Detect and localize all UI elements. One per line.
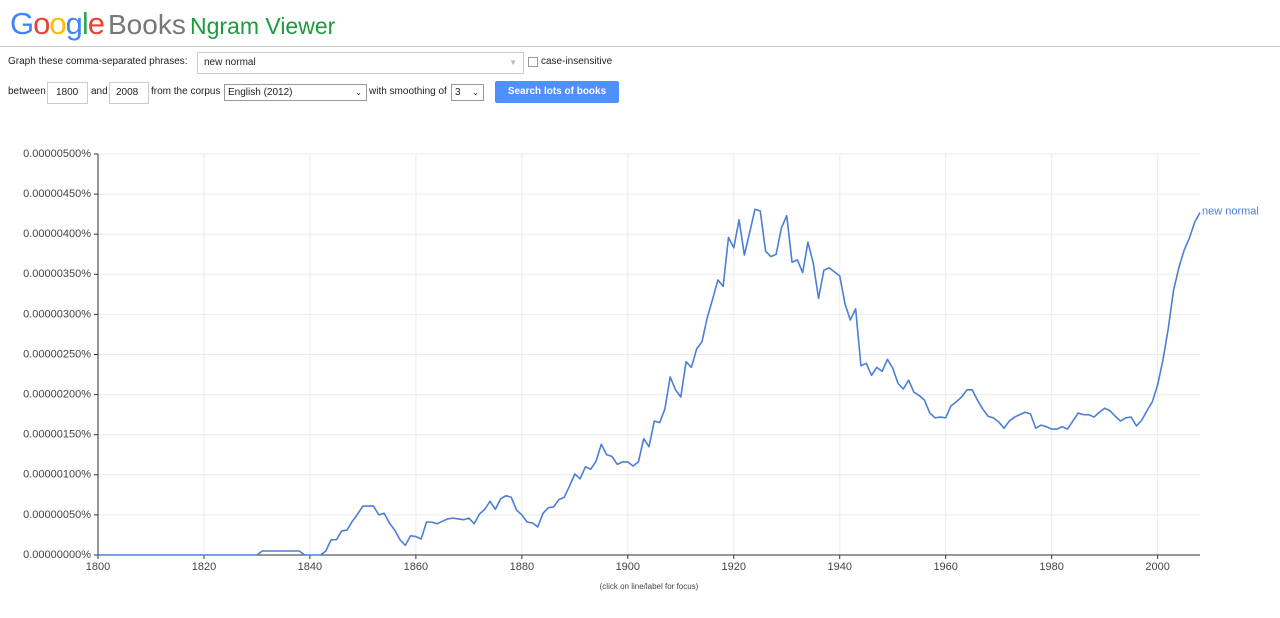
corpus-select[interactable]: English (2012) ⌄ — [224, 84, 367, 101]
google-logo[interactable]: Google — [10, 6, 105, 42]
smoothing-select[interactable]: 3 ⌄ — [451, 84, 484, 101]
y-tick-label: 0.00000000% — [23, 549, 91, 561]
phrases-value: new normal — [204, 57, 256, 68]
y-tick-label: 0.00000300% — [23, 308, 91, 320]
x-tick-label: 2000 — [1145, 561, 1169, 573]
case-label[interactable]: case-insensitive — [541, 56, 613, 67]
y-tick-label: 0.00000250% — [23, 348, 91, 360]
start-year-input[interactable]: 1800 — [47, 82, 88, 104]
logo-letter: o — [49, 6, 66, 41]
corpus-value: English (2012) — [228, 87, 293, 98]
product-name[interactable]: Ngram Viewer — [190, 13, 336, 39]
y-tick-label: 0.00000400% — [23, 228, 91, 240]
x-tick-label: 1820 — [192, 561, 216, 573]
logo-letter: o — [33, 6, 50, 41]
corpus-label: from the corpus — [151, 86, 221, 97]
x-tick-label: 1880 — [510, 561, 534, 573]
logo-letter: e — [87, 6, 105, 41]
smoothing-value: 3 — [455, 87, 461, 98]
phrases-input[interactable]: new normal ▼ — [197, 52, 524, 74]
series-line — [98, 208, 1201, 556]
between-label: between — [8, 86, 46, 97]
x-tick-label: 1840 — [298, 561, 322, 573]
search-button[interactable]: Search lots of books — [495, 81, 619, 103]
x-tick-label: 1940 — [827, 561, 851, 573]
case-checkbox[interactable] — [528, 57, 538, 67]
x-tick-label: 1960 — [933, 561, 957, 573]
header-rule — [0, 46, 1280, 47]
end-year-input[interactable]: 2008 — [109, 82, 149, 104]
logo-letter: l — [81, 6, 89, 41]
logo-letter: g — [65, 6, 83, 41]
y-tick-label: 0.00000450% — [23, 188, 91, 200]
logo-letter: G — [10, 6, 34, 41]
x-tick-label: 1860 — [404, 561, 428, 573]
dropdown-arrow: ▼ — [509, 58, 517, 67]
y-tick-label: 0.00000050% — [23, 509, 91, 521]
x-tick-label: 1920 — [722, 561, 746, 573]
y-tick-label: 0.00000350% — [23, 268, 91, 280]
phrases-label: Graph these comma-separated phrases: — [8, 56, 188, 67]
series-label[interactable]: new normal — [1202, 205, 1259, 217]
dropdown-arrow: ⌄ — [472, 88, 479, 97]
y-tick-label: 0.00000500% — [23, 148, 91, 160]
y-tick-label: 0.00000200% — [23, 389, 91, 401]
x-tick-label: 1980 — [1039, 561, 1063, 573]
chart-note: (click on line/label for focus) — [600, 582, 699, 591]
smoothing-label: with smoothing of — [369, 86, 447, 97]
x-tick-label: 1900 — [616, 561, 640, 573]
dropdown-arrow: ⌄ — [355, 88, 362, 97]
and-label: and — [91, 86, 108, 97]
y-tick-label: 0.00000100% — [23, 469, 91, 481]
x-tick-label: 1800 — [86, 561, 110, 573]
books-logo[interactable]: Books — [108, 9, 186, 40]
y-tick-label: 0.00000150% — [23, 429, 91, 441]
